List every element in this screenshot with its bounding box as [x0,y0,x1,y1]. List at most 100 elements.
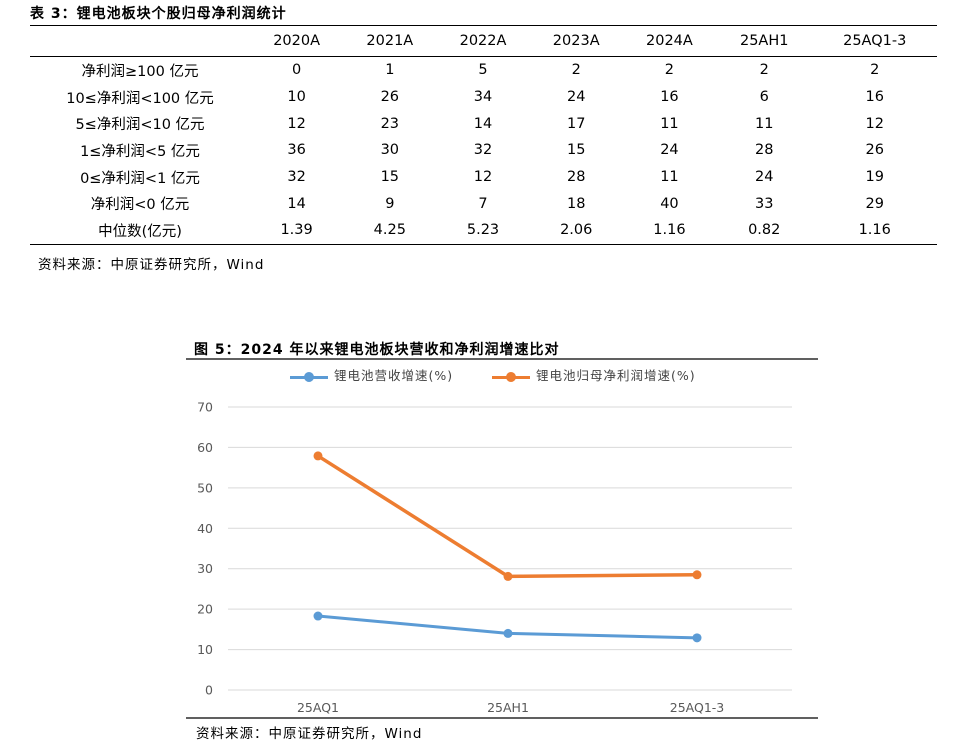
table-cell: 5 [478,62,488,79]
table-cell: 1.39 [280,222,313,239]
table-cell: 36 [287,142,306,159]
table-cell: 23 [380,115,400,132]
y-tick-label: 10 [197,642,213,657]
table-cell: 11 [660,169,679,186]
table-cell: 30 [380,142,400,159]
table-cell: 11 [660,115,679,132]
table-source-note: 资料来源：中原证券研究所，Wind [38,257,265,273]
legend-item-revenue: 锂电池营收增速(%) [290,365,453,384]
table-cell: 2 [759,62,769,79]
table-row: 0≤净利润<1 亿元 32 15 12 28 11 24 19 [30,164,937,191]
table-cell: 14 [473,115,493,132]
y-tick-label: 20 [197,602,213,617]
table-cell: 1 [385,62,395,79]
chart-gridlines [228,406,792,691]
column-header: 2021A [366,33,414,49]
table-cell: 28 [754,142,774,159]
table-cell: 0 [291,62,302,79]
table-cell: 6 [759,89,769,106]
row-label: 5≤净利润<10 亿元 [75,117,205,134]
revenue-growth-point [503,628,513,638]
x-tick-label: 25AQ1 [297,700,339,715]
table-caption: 表 3：锂电池板块个股归母净利润统计 [30,6,287,22]
column-header: 25AH1 [739,33,789,49]
row-label: 1≤净利润<5 亿元 [80,143,200,160]
row-label: 净利润≥100 亿元 [81,63,199,80]
net-profit-growth-point [503,571,513,581]
y-tick-label: 60 [197,440,213,455]
y-tick-label: 50 [197,480,213,495]
table-cell: 0.82 [748,222,781,239]
table-cell: 11 [754,115,774,132]
table-row: 中位数(亿元) 1.39 4.25 5.23 2.06 1.16 0.82 1.… [30,217,937,245]
y-tick-label: 0 [205,683,213,698]
table-cell: 24 [754,169,774,186]
row-label: 0≤净利润<1 亿元 [80,170,200,187]
table-row: 1≤净利润<5 亿元 36 30 32 15 24 28 26 [30,137,937,164]
table-cell: 1.16 [858,222,891,239]
table-header-row: 2020A 2021A 2022A 2023A 2024A 25AH1 25AQ… [30,25,937,57]
table-cell: 29 [865,195,884,212]
column-header: 25AQ1-3 [843,33,907,49]
table-cell: 12 [287,115,306,132]
y-tick-label: 30 [197,561,213,576]
legend-item-net-profit: 锂电池归母净利润增速(%) [492,365,696,384]
table-cell: 19 [865,169,884,186]
chart-series [313,451,702,643]
profit-distribution-table: 2020A 2021A 2022A 2023A 2024A 25AH1 25AQ… [30,25,937,245]
table-cell: 26 [380,89,400,106]
table-cell: 4.25 [373,222,406,239]
table-cell: 10 [287,89,306,106]
table-cell: 28 [566,169,586,186]
column-header: 2020A [273,33,321,49]
row-label: 中位数(亿元) [98,223,182,240]
table-cell: 7 [478,195,488,212]
revenue-growth-point [692,633,702,643]
x-tick-label: 25AQ1-3 [670,700,725,715]
table-cell: 15 [566,142,586,159]
table-cell: 12 [473,169,493,186]
table-row: 10≤净利润<100 亿元 10 26 34 24 16 6 16 [30,84,937,111]
table-cell: 12 [865,115,884,132]
table-cell: 2 [571,62,581,79]
row-label: 净利润<0 亿元 [90,197,190,214]
legend-marker-revenue [290,371,328,382]
net-profit-growth-point [692,570,702,580]
net-profit-growth-line [317,454,698,579]
table-cell: 17 [566,115,586,132]
table-cell: 34 [473,89,493,106]
table-cell: 16 [660,89,679,106]
table-cell: 32 [287,169,306,186]
table-cell: 18 [566,195,586,212]
table-cell: 24 [566,89,586,106]
table-cell: 15 [380,169,400,186]
y-tick-label: 40 [197,521,213,536]
x-tick-label: 25AH1 [487,700,529,715]
figure-source-note: 资料来源：中原证券研究所，Wind [196,726,423,742]
table-cell: 26 [865,142,884,159]
column-header: 2024A [646,33,693,49]
table-cell: 2 [870,62,880,79]
table-cell: 2.06 [560,222,593,239]
y-axis-tick-labels: 0 10 20 30 40 50 60 70 [197,400,213,698]
column-header: 2022A [459,33,507,49]
row-label: 10≤净利润<100 亿元 [66,90,214,107]
x-axis-tick-labels: 25AQ1 25AH1 25AQ1-3 [297,700,724,715]
table-row: 净利润≥100 亿元 0 1 5 2 2 2 2 [30,57,937,84]
column-header: 2023A [552,33,600,49]
figure-caption: 图 5：2024 年以来锂电池板块营收和净利润增速比对 [194,342,560,358]
table-cell: 9 [385,195,395,212]
table-cell: 5.23 [466,222,500,239]
y-tick-label: 70 [197,400,213,415]
table-row: 净利润<0 亿元 14 9 7 18 40 33 29 [30,190,937,217]
legend-marker-net-profit [492,371,530,382]
legend-label-revenue: 锂电池营收增速(%) [334,368,454,383]
table-cell: 16 [865,89,884,106]
table-cell: 2 [664,62,675,79]
table-cell: 32 [473,142,493,159]
table-cell: 14 [287,195,306,212]
table-cell: 33 [754,195,774,212]
net-profit-growth-point [313,451,323,461]
revenue-growth-point [313,611,323,621]
